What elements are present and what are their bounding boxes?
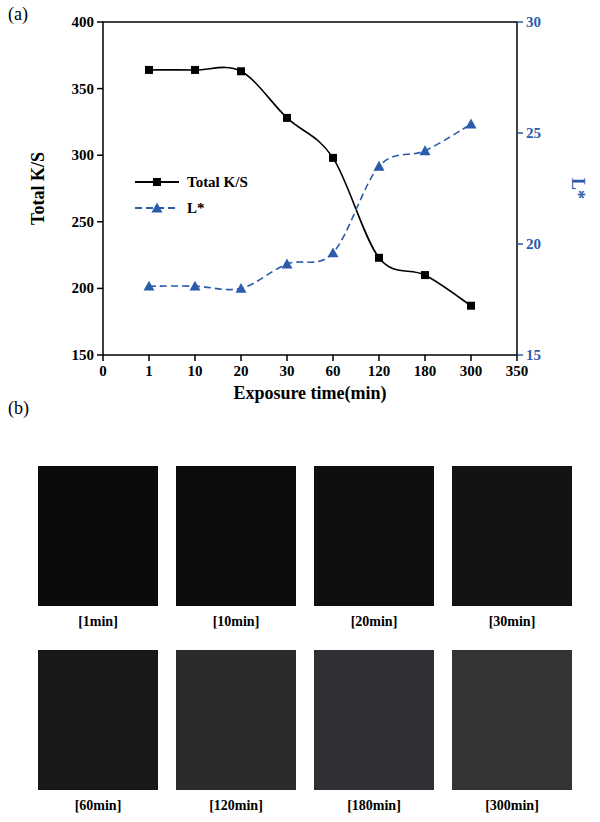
y-tick-label: 350 [72, 81, 95, 97]
fabric-swatch [452, 466, 572, 606]
y-axis-title: Total K/S [28, 152, 48, 225]
plot-frame [103, 22, 517, 355]
series-marker [466, 119, 477, 129]
y2-tick [517, 243, 523, 245]
fabric-swatch [314, 466, 434, 606]
series-marker [421, 271, 429, 279]
fabric-swatch [176, 650, 296, 790]
y2-tick-label: 15 [526, 347, 541, 363]
y2-tick-label: 30 [526, 14, 541, 30]
x-tick [240, 355, 242, 361]
series-marker [144, 281, 155, 291]
legend-marker [153, 178, 161, 186]
y2-tick [517, 21, 523, 23]
x-tick-label: 60 [326, 363, 341, 379]
plot-data [144, 66, 477, 310]
panel-label: (a) [8, 4, 28, 25]
series-marker [191, 66, 199, 74]
series-marker [237, 67, 245, 75]
x-tick [286, 355, 288, 361]
y2-tick-label: 20 [526, 236, 541, 252]
y-tick [97, 21, 103, 23]
swatch-label: [180min] [347, 798, 401, 813]
x-tick [424, 355, 426, 361]
x-tick-label: 350 [506, 363, 529, 379]
x-tick [148, 355, 150, 361]
x-axis-title: Exposure time(min) [233, 383, 386, 404]
fabric-swatch [38, 466, 158, 606]
y2-tick [517, 354, 523, 356]
y2-tick-label: 25 [526, 125, 541, 141]
series-marker [145, 66, 153, 74]
swatch-label: [20min] [351, 614, 398, 629]
swatch-label: [120min] [209, 798, 263, 813]
series-marker [420, 145, 431, 155]
series-line [149, 67, 471, 305]
x-tick [516, 355, 518, 361]
x-tick [332, 355, 334, 361]
legend: Total K/S L* [135, 174, 248, 216]
x-tick-label: 180 [414, 363, 437, 379]
x-tick-label: 300 [460, 363, 483, 379]
legend-label: L* [187, 200, 205, 216]
series-marker [329, 154, 337, 162]
series-marker [374, 161, 385, 171]
panel-label: (b) [8, 398, 29, 419]
swatch-label: [30min] [489, 614, 536, 629]
y-tick [97, 288, 103, 290]
y-tick [97, 221, 103, 223]
series-marker [375, 254, 383, 262]
y-tick [97, 354, 103, 356]
y-tick-label: 250 [72, 214, 95, 230]
x-tick-label: 0 [99, 363, 107, 379]
legend-label: Total K/S [187, 174, 248, 190]
y-tick-label: 300 [72, 147, 95, 163]
swatch-label: [10min] [213, 614, 260, 629]
x-tick-label: 1 [145, 363, 153, 379]
y-tick-label: 150 [72, 347, 95, 363]
series-marker [236, 283, 247, 293]
y-tick-label: 400 [72, 14, 95, 30]
x-tick [102, 355, 104, 361]
series-marker [283, 114, 291, 122]
x-tick-label: 120 [368, 363, 391, 379]
x-tick [194, 355, 196, 361]
series-marker [467, 302, 475, 310]
fabric-swatch [452, 650, 572, 790]
fabric-swatch [38, 650, 158, 790]
y2-tick [517, 132, 523, 134]
fabric-swatch [176, 466, 296, 606]
swatch-label: [300min] [485, 798, 539, 813]
series-marker [282, 258, 293, 268]
series-marker [328, 247, 339, 257]
swatch-label: [60min] [75, 798, 122, 813]
figure: (a)1502002503003504001520253001102030601… [0, 0, 600, 822]
x-tick [378, 355, 380, 361]
x-tick-label: 20 [234, 363, 249, 379]
legend-marker [152, 203, 163, 213]
x-tick [470, 355, 472, 361]
y2-axis-title: L* [568, 178, 588, 199]
x-tick-label: 10 [188, 363, 203, 379]
series-line [149, 124, 471, 290]
fabric-swatch [314, 650, 434, 790]
swatch-label: [1min] [78, 614, 118, 629]
series-marker [190, 281, 201, 291]
y-tick [97, 154, 103, 156]
y-tick [97, 88, 103, 90]
x-tick-label: 30 [280, 363, 295, 379]
y-tick-label: 200 [72, 280, 95, 296]
